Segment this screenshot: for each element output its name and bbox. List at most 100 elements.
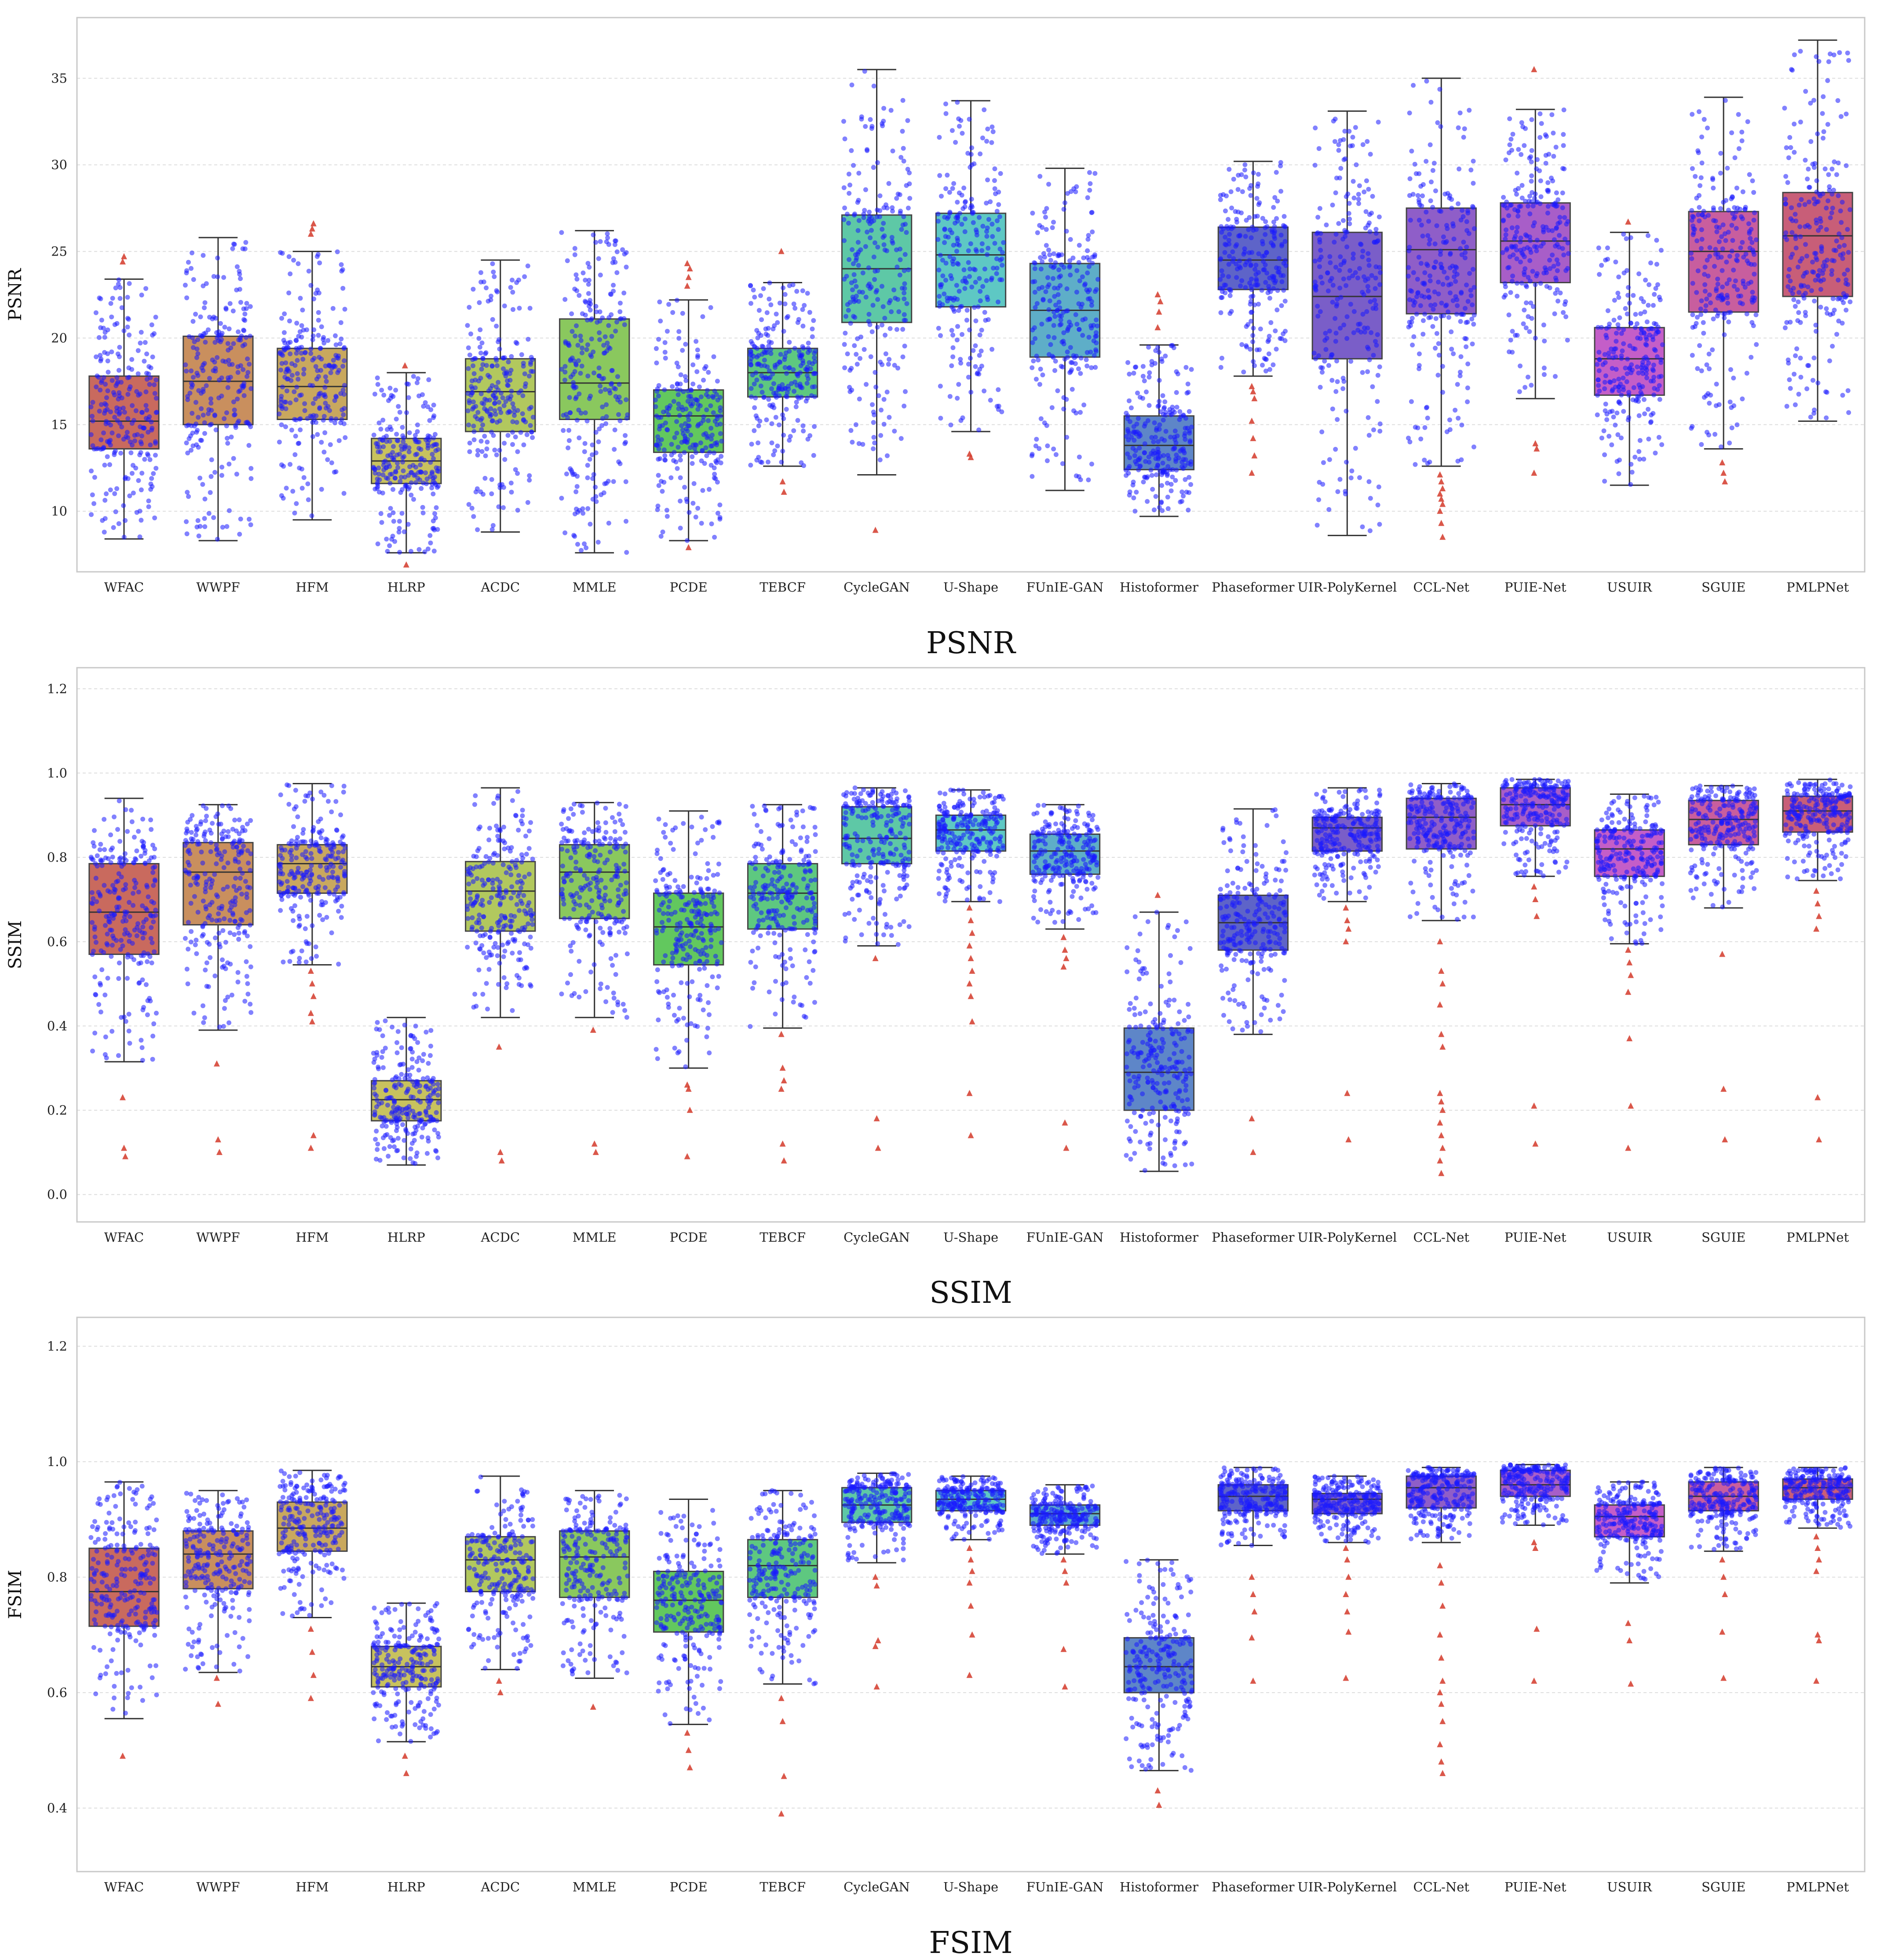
data-point [1821,94,1826,99]
data-point [1814,257,1819,263]
data-point [1419,293,1424,299]
data-point [118,855,123,860]
data-point [1657,383,1662,388]
data-point [153,314,158,320]
data-point [202,496,208,501]
data-point [708,426,714,431]
data-point [1408,218,1413,223]
data-point [224,524,230,529]
data-point [1744,370,1749,376]
data-point [1032,279,1037,284]
box-wwpf [183,237,254,542]
data-point [1751,217,1756,223]
data-point [1515,171,1520,176]
data-point [606,520,611,526]
data-point [1754,342,1759,347]
data-point [148,375,153,380]
data-point [391,455,396,460]
data-point [491,269,496,274]
data-point [1565,337,1570,343]
data-point [1329,352,1334,358]
data-point [508,480,514,486]
data-point [1329,378,1335,383]
box-cyclegan [841,69,913,533]
data-point [140,816,146,822]
data-point [1432,302,1438,307]
data-point [984,139,990,144]
data-point [238,337,243,343]
data-point [1170,474,1175,479]
data-point [1082,282,1087,288]
data-point [117,296,123,301]
data-point [1045,275,1050,280]
data-point [1088,323,1094,328]
data-point [386,461,391,467]
data-point [1845,388,1851,393]
data-point [405,522,411,527]
data-point [153,439,158,444]
data-point [846,172,851,177]
data-point [282,374,288,380]
data-point [895,264,900,270]
data-point [858,247,863,252]
data-point [139,1045,145,1050]
data-point [1636,271,1642,276]
data-point [230,246,235,251]
data-point [88,404,94,410]
data-point [1705,274,1711,279]
data-point [212,470,218,475]
data-point [1565,219,1570,224]
data-point [1042,255,1047,260]
data-point [766,397,771,402]
data-point [1371,353,1376,358]
data-point [237,271,242,277]
data-point [1562,302,1567,307]
data-point [389,537,394,542]
data-point [950,354,956,359]
data-point [1430,205,1435,210]
data-point [1613,384,1618,390]
data-point [1467,108,1472,113]
data-point [1350,135,1355,140]
data-point [779,460,784,465]
data-point [1242,167,1247,172]
data-point [1256,302,1261,307]
data-point [380,438,385,443]
data-point [593,484,598,490]
data-point [1326,507,1332,512]
data-point [1519,183,1525,188]
data-point [999,409,1004,414]
data-point [1127,489,1132,494]
data-point [319,356,324,362]
data-point [1068,237,1073,242]
data-point [611,386,617,391]
data-point [983,318,988,323]
data-point [977,332,982,337]
data-point [1326,288,1331,293]
data-point [1457,369,1463,375]
data-point [222,416,227,421]
data-point [122,851,128,856]
data-point [321,340,327,346]
data-point [1044,227,1049,232]
data-point [655,503,661,508]
data-point [784,406,789,412]
data-point [969,205,975,210]
data-point [149,419,154,424]
data-point [465,391,471,396]
data-point [1458,354,1464,359]
data-point [1845,50,1850,55]
data-point [1701,330,1706,336]
data-point [888,108,894,113]
data-point [1818,224,1823,230]
data-point [376,465,381,471]
data-point [1689,208,1694,213]
data-point [754,457,760,463]
data-point [329,418,334,423]
data-point [1749,227,1754,232]
data-point [772,362,778,368]
data-point [753,395,758,401]
data-point [293,338,299,343]
data-point [596,439,601,444]
data-point [1518,363,1523,369]
